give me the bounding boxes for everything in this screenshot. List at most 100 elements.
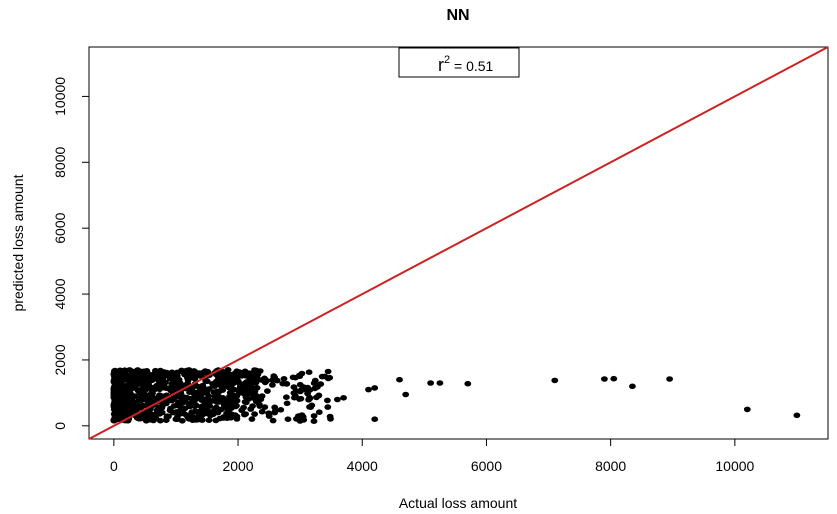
data-point [315, 409, 323, 416]
data-point [257, 396, 265, 403]
data-point [224, 367, 232, 373]
data-point [205, 417, 213, 424]
legend-frame [398, 47, 520, 78]
data-point [236, 390, 244, 396]
data-point [191, 376, 199, 382]
data-point [289, 374, 297, 381]
data-point [112, 381, 119, 388]
data-point [324, 375, 332, 382]
data-point [172, 416, 180, 423]
data-point [223, 404, 231, 410]
data-point [122, 398, 130, 405]
data-point [305, 369, 313, 376]
data-point [223, 397, 231, 404]
data-point [247, 375, 255, 382]
data-point [185, 367, 193, 373]
plot-area [88, 46, 829, 440]
data-point [277, 407, 285, 413]
data-point [311, 385, 319, 392]
data-point [177, 400, 184, 406]
data-point [162, 400, 170, 407]
data-point [166, 373, 174, 380]
x-tick-label: 10000 [715, 458, 754, 474]
data-point [283, 394, 290, 401]
r-squared-value: = 0.51 [450, 58, 493, 74]
data-point [241, 411, 248, 418]
data-point [251, 411, 258, 417]
data-point [297, 395, 305, 402]
data-point [210, 389, 218, 395]
data-point [261, 375, 268, 382]
data-point [629, 383, 636, 390]
data-point [253, 374, 261, 380]
data-point [251, 367, 258, 373]
data-point [117, 394, 125, 401]
y-tick-label: 10000 [52, 77, 68, 116]
data-point [242, 370, 250, 377]
data-point [324, 397, 331, 404]
x-axis: 0 2000 4000 6000 8000 10000 [110, 438, 755, 474]
y-tick-label: 8000 [52, 147, 68, 178]
data-point [231, 412, 239, 418]
data-point [280, 376, 288, 382]
data-point [163, 414, 171, 421]
data-point [318, 373, 326, 380]
data-point [296, 418, 304, 424]
data-point [233, 403, 240, 409]
data-point [181, 405, 189, 412]
chart-title: NN [446, 7, 469, 24]
data-point [427, 380, 434, 386]
y-tick-label: 6000 [52, 212, 68, 243]
data-point [220, 415, 228, 421]
x-tick-label: 2000 [222, 458, 253, 474]
data-point [192, 408, 199, 415]
x-tick-label: 0 [110, 458, 118, 474]
data-point [111, 413, 119, 420]
data-point [151, 386, 158, 393]
data-point [251, 393, 259, 399]
data-point [295, 413, 302, 419]
data-point [402, 391, 410, 398]
data-point [256, 403, 264, 409]
data-point [284, 416, 292, 423]
data-point [117, 382, 124, 388]
data-point [304, 390, 311, 397]
data-point [307, 404, 314, 411]
data-point [195, 414, 202, 420]
data-point [208, 408, 216, 415]
data-point [132, 374, 140, 380]
data-point [211, 397, 219, 404]
data-point [160, 378, 167, 384]
data-point [191, 403, 199, 410]
data-point [298, 387, 305, 393]
data-point [326, 413, 334, 420]
data-point [249, 403, 256, 409]
data-point [203, 406, 210, 413]
data-point [601, 376, 608, 382]
data-point [226, 384, 234, 390]
data-point [264, 388, 271, 394]
data-point [250, 386, 257, 392]
identity-reference-line [88, 46, 829, 440]
x-tick-label: 8000 [595, 458, 626, 474]
data-point [270, 375, 278, 382]
data-point [110, 377, 118, 384]
data-point [114, 389, 122, 396]
data-point [185, 401, 193, 407]
data-point [111, 369, 119, 375]
data-point [140, 374, 148, 380]
r-symbol: r [438, 55, 444, 75]
data-point [184, 375, 191, 381]
data-point [122, 368, 129, 375]
data-point [212, 404, 220, 411]
data-point [136, 405, 144, 411]
data-point [242, 394, 250, 400]
data-point [296, 381, 304, 388]
data-point [793, 412, 801, 419]
y-tick-label: 2000 [52, 344, 68, 375]
data-point [141, 368, 149, 375]
data-point [163, 385, 170, 392]
data-point [292, 393, 299, 399]
data-point [202, 399, 210, 406]
data-point [130, 382, 138, 389]
